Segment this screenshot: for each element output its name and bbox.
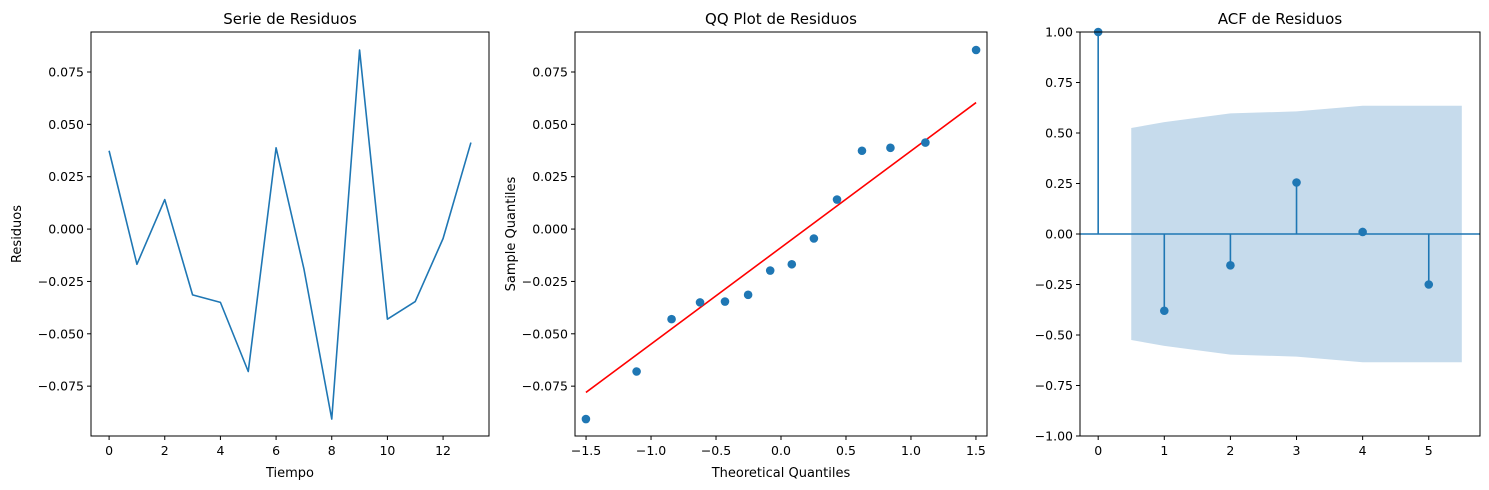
x-tick-label: 1.5 xyxy=(966,443,986,458)
y-tick-label: −0.075 xyxy=(522,379,568,394)
y-tick-label: −0.050 xyxy=(38,326,84,341)
residual-series-line xyxy=(108,49,472,420)
x-tick-label: 10 xyxy=(379,443,395,458)
y-tick-label: 0.050 xyxy=(48,117,84,132)
y-tick-label: −0.050 xyxy=(522,326,568,341)
y-tick-label: −0.025 xyxy=(522,274,568,289)
x-tick-label: 2 xyxy=(161,443,169,458)
y-tick-label: 0.075 xyxy=(48,65,84,80)
y-tick-label: −0.025 xyxy=(38,274,84,289)
x-tick-label: 0 xyxy=(1094,443,1102,458)
y-tick-label: 0.00 xyxy=(1045,227,1073,242)
y-tick-label: 0.50 xyxy=(1045,126,1073,141)
x-tick-label: 3 xyxy=(1293,443,1301,458)
qq-reference-line xyxy=(585,101,977,394)
x-tick-label: 5 xyxy=(1425,443,1433,458)
qq-point-4 xyxy=(720,297,730,306)
y-tick-label: 0.000 xyxy=(532,222,568,237)
x-tick-label: 6 xyxy=(272,443,280,458)
x-axis-label: Tiempo xyxy=(265,466,314,481)
y-tick-label: −0.25 xyxy=(1035,277,1073,292)
x-tick-label: −1.0 xyxy=(636,443,666,458)
y-tick-label: 0.025 xyxy=(48,169,84,184)
acf-marker-4 xyxy=(1358,227,1367,237)
x-tick-label: 4 xyxy=(1359,443,1367,458)
chart-title: ACF de Residuos xyxy=(1218,10,1343,28)
x-tick-label: 1.0 xyxy=(901,443,921,458)
qq-point-7 xyxy=(787,259,797,269)
chart-title: QQ Plot de Residuos xyxy=(705,10,857,28)
y-tick-label: −1.00 xyxy=(1035,429,1073,444)
x-tick-label: 8 xyxy=(328,443,336,458)
x-tick-label: 0 xyxy=(105,443,113,458)
x-tick-label: −0.5 xyxy=(701,443,731,458)
y-tick-label: −0.75 xyxy=(1035,378,1073,393)
qq-point-13 xyxy=(971,45,981,55)
x-tick-label: 0.0 xyxy=(771,443,791,458)
qq-point-3 xyxy=(695,298,705,307)
x-tick-label: 4 xyxy=(216,443,224,458)
x-tick-label: −1.5 xyxy=(571,443,601,458)
qq-point-6 xyxy=(765,266,775,275)
y-tick-label: −0.075 xyxy=(38,379,84,394)
qq-point-10 xyxy=(857,146,867,156)
y-tick-label: −0.50 xyxy=(1035,328,1073,343)
qq-point-2 xyxy=(667,314,676,324)
y-tick-label: 0.75 xyxy=(1045,75,1073,90)
x-tick-label: 0.5 xyxy=(836,443,856,458)
y-axis-label: Sample Quantiles xyxy=(504,176,519,291)
qq-point-11 xyxy=(886,143,895,153)
acf-marker-2 xyxy=(1226,261,1235,270)
x-axis-label: Theoretical Quantiles xyxy=(711,466,851,481)
acf-marker-5 xyxy=(1424,280,1434,289)
x-tick-label: 2 xyxy=(1226,443,1234,458)
qq-point-0 xyxy=(581,414,591,424)
y-axis-label: Residuos xyxy=(10,205,25,263)
y-tick-label: 0.25 xyxy=(1045,176,1073,191)
y-tick-label: 0.075 xyxy=(532,65,568,80)
qq-point-12 xyxy=(921,138,930,147)
qq-point-8 xyxy=(809,234,819,243)
y-tick-label: 0.025 xyxy=(532,169,568,184)
residual-series-panel: 0 2 4 6 8 10 12 −0.075 −0.050 −0.025 0.000 0.025 0.0… xyxy=(10,10,490,481)
chart-title: Serie de Residuos xyxy=(223,10,357,28)
qq-point-1 xyxy=(632,367,641,376)
acf-marker-3 xyxy=(1292,178,1301,187)
axes-frame xyxy=(90,31,490,437)
qq-point-9 xyxy=(832,195,842,204)
acf-panel: 0 1 2 3 4 5 −1.00 −0.75 −0.50 −0.25 0.00 0.25 0.50 0.… xyxy=(1035,10,1481,458)
x-tick-label: 12 xyxy=(435,443,451,458)
acf-marker-1 xyxy=(1159,306,1169,316)
y-tick-label: 0.050 xyxy=(532,117,568,132)
x-tick-label: 1 xyxy=(1160,443,1168,458)
qq-plot-panel: −1.5 −1.0 −0.5 0.0 0.5 1.0 1.5 −0.075 −0.050 −0.0… xyxy=(504,10,988,481)
qq-point-5 xyxy=(743,290,753,300)
y-tick-label: 0.000 xyxy=(48,222,84,237)
y-tick-label: 1.00 xyxy=(1045,25,1073,40)
